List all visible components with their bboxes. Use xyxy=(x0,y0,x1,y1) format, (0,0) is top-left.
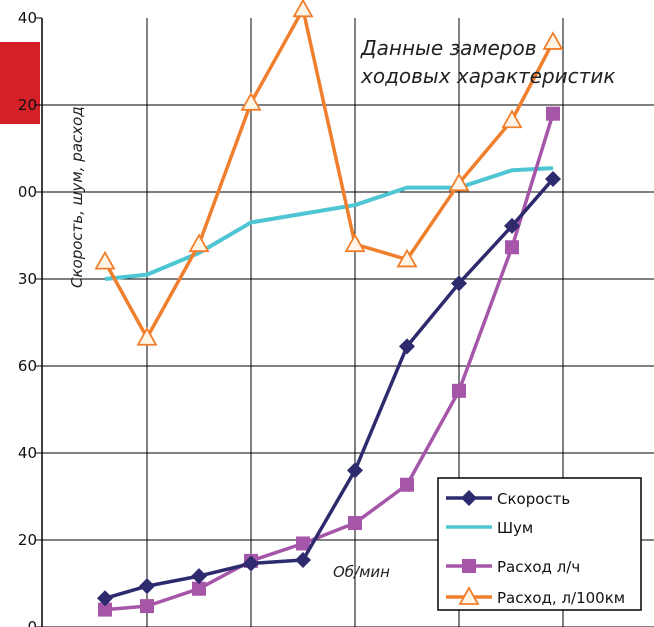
accent-tab xyxy=(0,42,40,124)
data-point xyxy=(505,240,519,255)
series-layer xyxy=(94,0,564,617)
data-point xyxy=(448,172,470,192)
legend-swatch-marker xyxy=(461,490,477,506)
legend-label: Скорость xyxy=(497,490,570,508)
series-line-0 xyxy=(104,177,555,600)
data-point xyxy=(451,275,467,292)
series-3 xyxy=(94,0,564,346)
legend-label: Шум xyxy=(497,519,533,537)
data-point xyxy=(396,248,418,268)
series-line-2 xyxy=(104,113,555,612)
data-point xyxy=(504,217,520,234)
data-point xyxy=(188,233,210,253)
data-point xyxy=(192,581,206,596)
legend: Скорость Шум Расход л/ч Расход, л/100км xyxy=(437,477,642,611)
data-point xyxy=(344,233,366,253)
y-tick-label: 60 xyxy=(18,357,37,375)
data-point xyxy=(400,477,414,492)
data-point xyxy=(347,462,363,479)
data-point xyxy=(140,599,154,614)
legend-item-0: Скорость xyxy=(446,490,570,508)
data-point xyxy=(452,383,466,398)
y-tick-labels: 40 20 00 30 60 40 20 0 xyxy=(18,9,42,627)
series-2 xyxy=(98,106,560,617)
data-point xyxy=(191,568,207,585)
data-point xyxy=(501,109,523,129)
y-tick-label: 20 xyxy=(18,96,37,114)
data-point xyxy=(94,250,116,270)
data-point xyxy=(542,31,564,50)
data-point xyxy=(240,91,262,111)
legend-label: Расход, л/100км xyxy=(497,589,625,607)
legend-item-1: Шум xyxy=(446,519,533,537)
y-axis-label: Скорость, шум, расход xyxy=(68,106,86,288)
data-point xyxy=(136,326,158,346)
data-point xyxy=(295,552,311,569)
y-tick-label: 40 xyxy=(18,9,37,27)
chart-title-line-1: Данные замеров xyxy=(360,36,537,60)
legend-item-2: Расход л/ч xyxy=(446,558,580,576)
data-point xyxy=(243,555,259,572)
y-tick-label: 30 xyxy=(18,270,37,288)
data-point xyxy=(139,578,155,595)
data-point xyxy=(296,536,310,551)
legend-label: Расход л/ч xyxy=(497,558,580,576)
legend-item-3: Расход, л/100км xyxy=(446,586,625,607)
series-line-3 xyxy=(103,7,555,340)
y-tick-label: 0 xyxy=(27,618,37,627)
data-point xyxy=(292,0,314,18)
data-point xyxy=(98,602,112,617)
chart-title-line-2: ходовых характеристик xyxy=(360,64,615,88)
y-tick-label: 20 xyxy=(18,531,37,549)
data-point xyxy=(97,590,113,607)
y-tick-label: 40 xyxy=(18,444,37,462)
legend-swatch-marker xyxy=(458,586,480,605)
data-point xyxy=(546,106,560,121)
series-line-1 xyxy=(104,166,554,281)
series-1 xyxy=(104,166,554,281)
x-axis-label: Об/мин xyxy=(333,563,390,581)
legend-swatch-marker xyxy=(462,559,476,573)
data-point xyxy=(545,170,561,187)
y-tick-label: 00 xyxy=(18,183,37,201)
data-point xyxy=(348,516,362,531)
data-point xyxy=(399,338,415,355)
series-0 xyxy=(97,170,561,607)
